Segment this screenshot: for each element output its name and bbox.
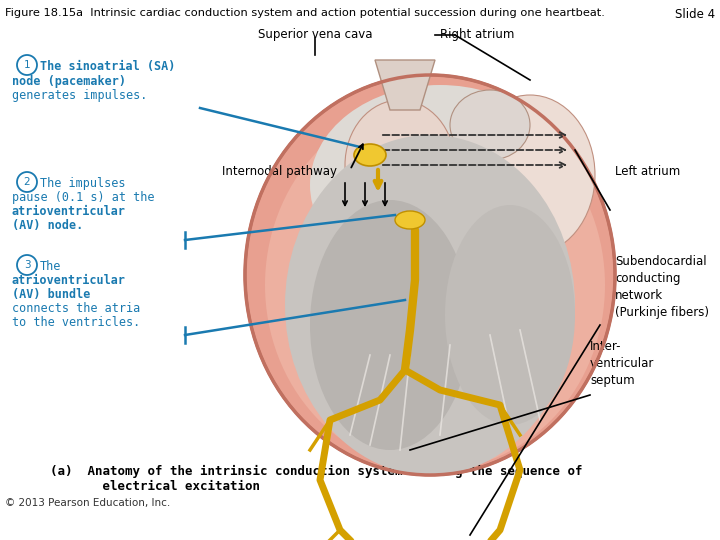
Text: Inter-
ventricular
septum: Inter- ventricular septum (590, 340, 654, 387)
Text: connects the atria: connects the atria (12, 302, 140, 315)
Text: 2: 2 (24, 177, 30, 187)
Text: 3: 3 (24, 260, 30, 270)
Text: Internodal pathway: Internodal pathway (222, 165, 337, 178)
Text: Slide 4: Slide 4 (675, 8, 715, 21)
Ellipse shape (310, 200, 470, 450)
Text: Figure 18.15a  Intrinsic cardiac conduction system and action potential successi: Figure 18.15a Intrinsic cardiac conducti… (5, 8, 605, 18)
Text: Right atrium: Right atrium (440, 28, 514, 41)
Ellipse shape (265, 100, 605, 470)
Text: Left atrium: Left atrium (615, 165, 680, 178)
Text: The: The (40, 260, 61, 273)
Ellipse shape (310, 85, 570, 285)
Text: atrioventricular: atrioventricular (12, 205, 126, 218)
Ellipse shape (285, 135, 575, 475)
Ellipse shape (450, 90, 530, 160)
Text: pause (0.1 s) at the: pause (0.1 s) at the (12, 191, 155, 204)
Text: Superior vena cava: Superior vena cava (258, 28, 372, 41)
Ellipse shape (245, 75, 615, 475)
Text: Subendocardial
conducting
network
(Purkinje fibers): Subendocardial conducting network (Purki… (615, 255, 709, 319)
Text: The impulses: The impulses (40, 177, 125, 190)
Text: The sinoatrial (SA): The sinoatrial (SA) (40, 60, 176, 73)
Text: (AV) bundle: (AV) bundle (12, 288, 91, 301)
Ellipse shape (345, 100, 455, 230)
Text: generates impulses.: generates impulses. (12, 89, 148, 102)
Text: © 2013 Pearson Education, Inc.: © 2013 Pearson Education, Inc. (5, 498, 170, 508)
Ellipse shape (395, 211, 425, 229)
Ellipse shape (445, 205, 575, 425)
Polygon shape (375, 60, 435, 110)
Text: node (pacemaker): node (pacemaker) (12, 75, 126, 88)
Text: to the ventricles.: to the ventricles. (12, 316, 140, 329)
Text: (AV) node.: (AV) node. (12, 219, 84, 232)
Text: atrioventricular: atrioventricular (12, 274, 126, 287)
Ellipse shape (465, 95, 595, 255)
Ellipse shape (354, 144, 386, 166)
Text: 1: 1 (24, 60, 30, 70)
Text: (a)  Anatomy of the intrinsic conduction system showing the sequence of: (a) Anatomy of the intrinsic conduction … (50, 465, 582, 478)
Text: electrical excitation: electrical excitation (50, 480, 260, 493)
